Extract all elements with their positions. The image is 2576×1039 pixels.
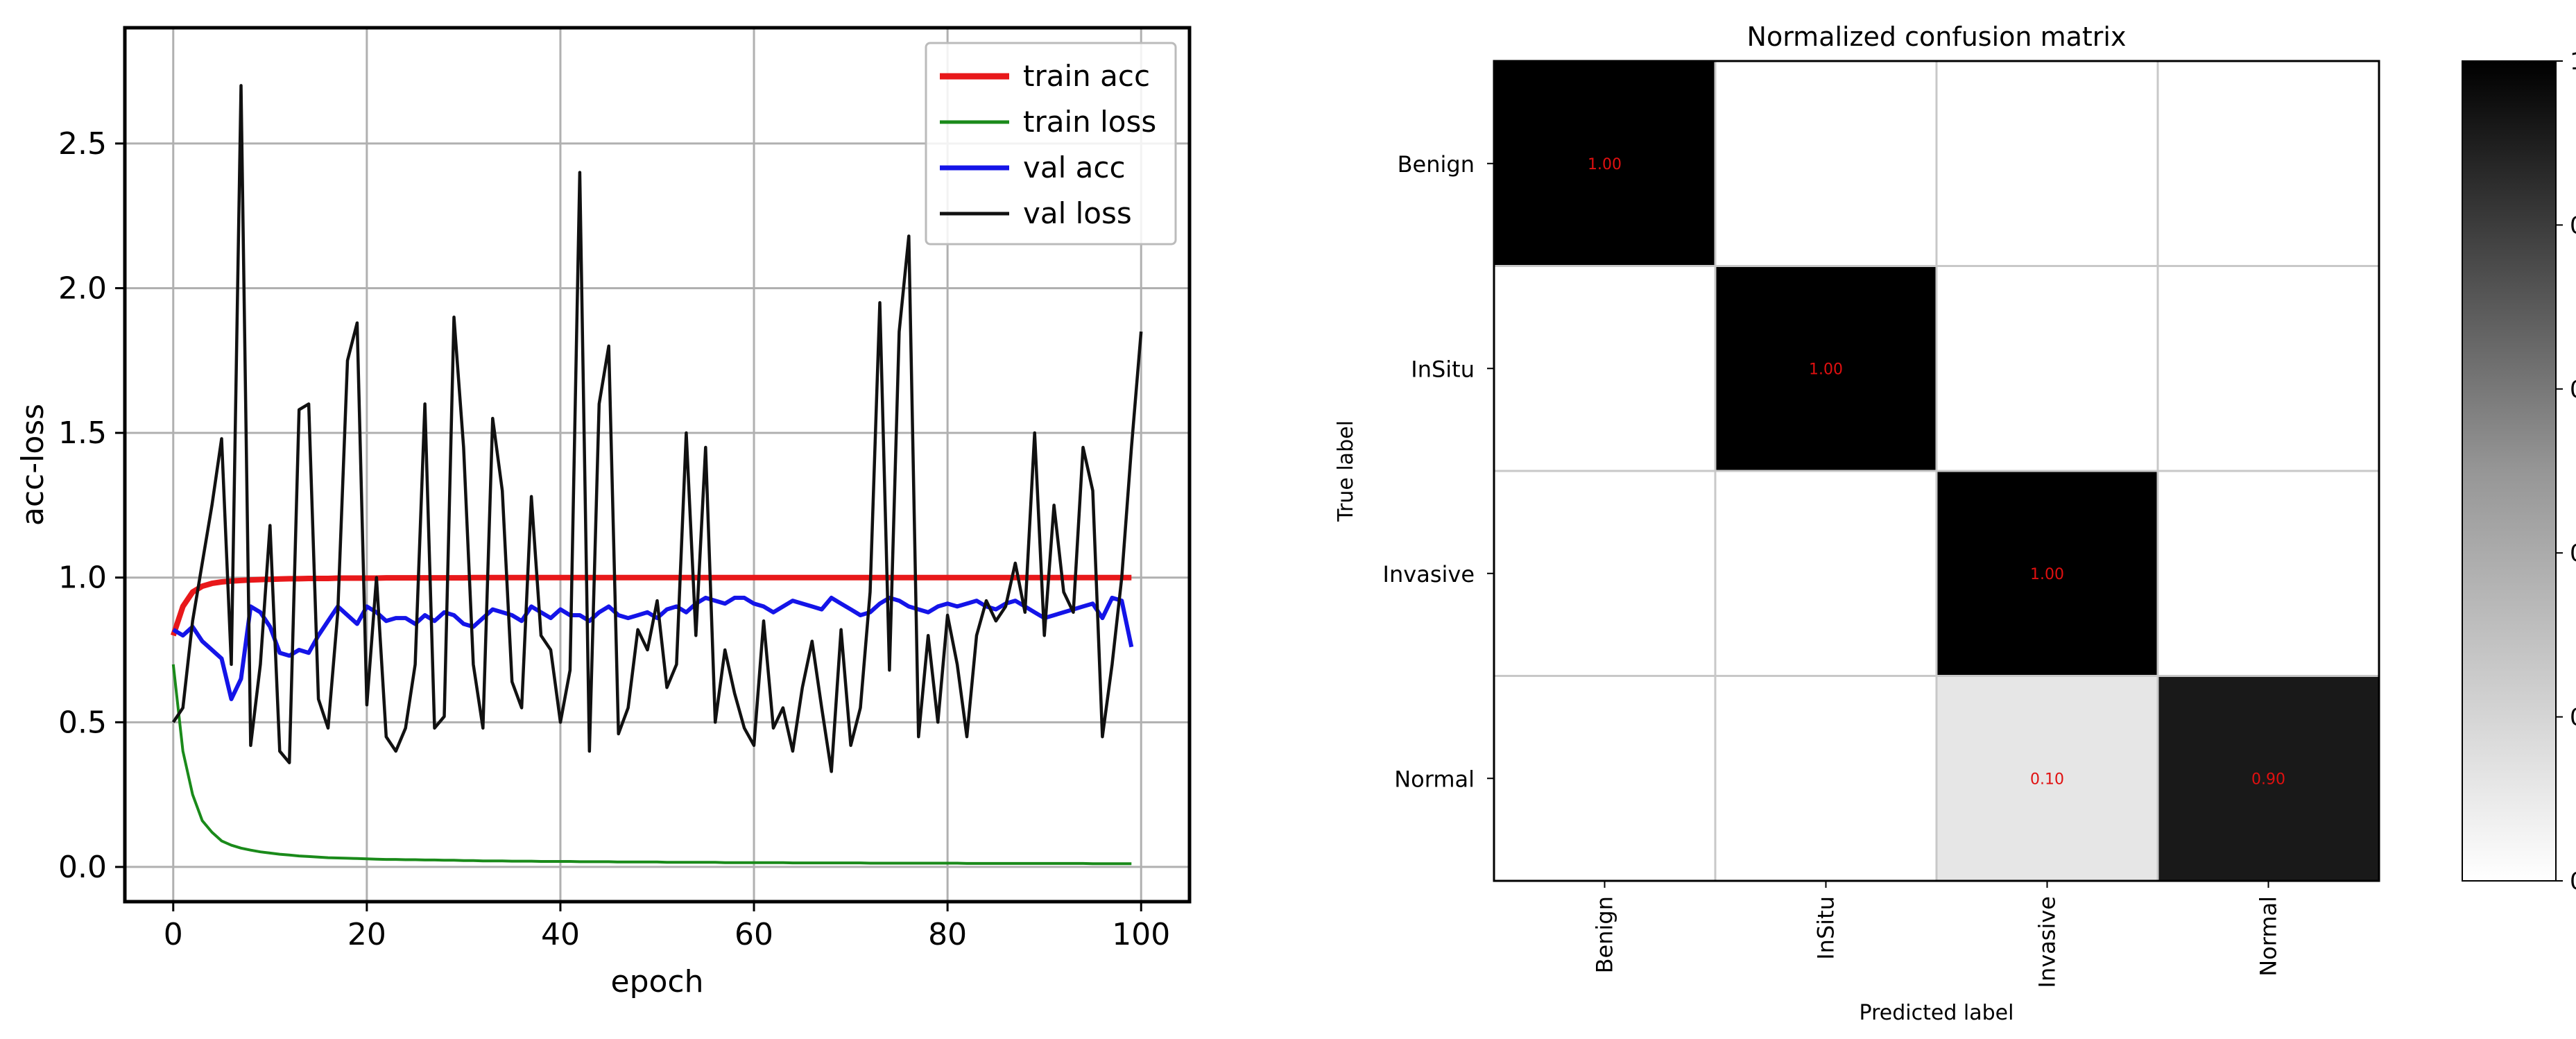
row-label-insitu: InSitu (1411, 356, 1475, 382)
y-tick-label: 2.5 (58, 126, 107, 162)
row-label-benign: Benign (1398, 151, 1475, 178)
cell-value-label: 0.90 (2251, 771, 2285, 788)
colorbar-tick-label: 0.4 (2570, 540, 2576, 567)
matrix-cell-invasive-normal (2156, 470, 2380, 677)
chart-title: Normalized confusion matrix (1747, 22, 2127, 52)
x-tick-label: 100 (1112, 917, 1170, 952)
confusion-matrix-chart: Normalized confusion matrix 1.001.001.00… (1334, 22, 2576, 1025)
training-curves-chart: 0 20 40 60 80 100 0.0 0.5 1.0 1.5 2.0 2.5 epoch acc… (15, 26, 1192, 999)
matrix-cell-insitu-insitu (1714, 265, 1938, 472)
series-line-val-acc (172, 595, 1134, 701)
legend-label-train-loss: train loss (1023, 105, 1156, 139)
matrix-cell-benign-normal (2156, 60, 2380, 267)
x-axis-label: epoch (611, 964, 704, 999)
legend: train acc train loss val acc val loss (925, 42, 1177, 246)
x-tick-label: 80 (928, 917, 967, 952)
y-tick-label: 0.5 (58, 705, 107, 740)
y-tick-label: 1.5 (58, 415, 107, 451)
legend-box (925, 42, 1177, 246)
legend-label-train-acc: train acc (1023, 59, 1150, 93)
matrix-cell-insitu-benign (1493, 265, 1717, 472)
x-tick-label: 20 (347, 917, 386, 952)
matrix-cell-normal-benign (1493, 675, 1717, 882)
matrix-cells: 1.00 1.00 1.00 0.10 0.90 (1493, 60, 2380, 882)
series-line-val-loss (171, 84, 1143, 773)
cell-value-label: 1.00 (2030, 566, 2064, 583)
matrix-cell-benign-insitu (1714, 60, 1938, 267)
matrix-cell-insitu-normal (2156, 265, 2380, 472)
row-label-invasive: Invasive (1383, 561, 1475, 587)
matrix-cell-invasive-insitu (1714, 470, 1938, 677)
matrix-cell-normal-invasive (1935, 675, 2159, 882)
y-tick-label: 2.0 (58, 271, 107, 306)
y-axis-label: True label (1334, 420, 1358, 522)
matrix-cell-benign-benign (1493, 60, 1717, 267)
colorbar (2462, 60, 2557, 882)
series-line-train-loss (171, 664, 1132, 866)
legend-label-val-acc: val acc (1023, 151, 1126, 184)
plot-frame (123, 26, 1192, 904)
y-axis-label: acc-loss (15, 404, 51, 526)
matrix-cell-benign-invasive (1935, 60, 2159, 267)
colorbar-tick-label: 1.0 (2570, 48, 2576, 76)
matrix-cell-normal-insitu (1714, 675, 1938, 882)
colorbar-tick-label: 0.2 (2570, 704, 2576, 732)
x-tick-label: 60 (735, 917, 773, 952)
x-tick-label: 40 (541, 917, 580, 952)
colorbar-tick-label: 0.8 (2570, 212, 2576, 239)
x-tick-label: 0 (164, 917, 183, 952)
cell-value-label: 1.00 (1809, 361, 1843, 378)
matrix-cell-insitu-invasive (1935, 265, 2159, 472)
col-label-insitu: InSitu (1813, 896, 1839, 960)
y-tick-label: 0.0 (58, 850, 107, 885)
matrix-cell-invasive-benign (1493, 470, 1717, 677)
cell-value-label: 0.10 (2030, 771, 2064, 788)
series-group (171, 84, 1143, 866)
col-label-benign: Benign (1592, 896, 1618, 973)
legend-label-val-loss: val loss (1023, 196, 1132, 230)
series-line-train-acc (171, 574, 1132, 637)
colorbar-tick-label: 0.6 (2570, 376, 2576, 404)
matrix-tick-labels: Benign InSitu Invasive Normal Benign InSitu In… (1383, 151, 2282, 988)
col-label-normal: Normal (2256, 896, 2282, 977)
col-label-invasive: Invasive (2034, 896, 2061, 988)
row-label-normal: Normal (1394, 766, 1475, 792)
matrix-frame (1493, 60, 2380, 882)
x-axis-label: Predicted label (1860, 1001, 2014, 1025)
colorbar-tick-label: 0.0 (2570, 868, 2576, 895)
y-tick-label: 1.0 (58, 560, 107, 596)
cell-value-label: 1.00 (1588, 156, 1622, 173)
colorbar-ticks: 0.0 0.2 0.4 0.6 0.8 1.0 (2556, 48, 2576, 895)
matrix-cell-invasive-invasive (1935, 470, 2159, 677)
axis-ticks: 0 20 40 60 80 100 0.0 0.5 1.0 1.5 2.0 2.5 (58, 126, 1170, 952)
